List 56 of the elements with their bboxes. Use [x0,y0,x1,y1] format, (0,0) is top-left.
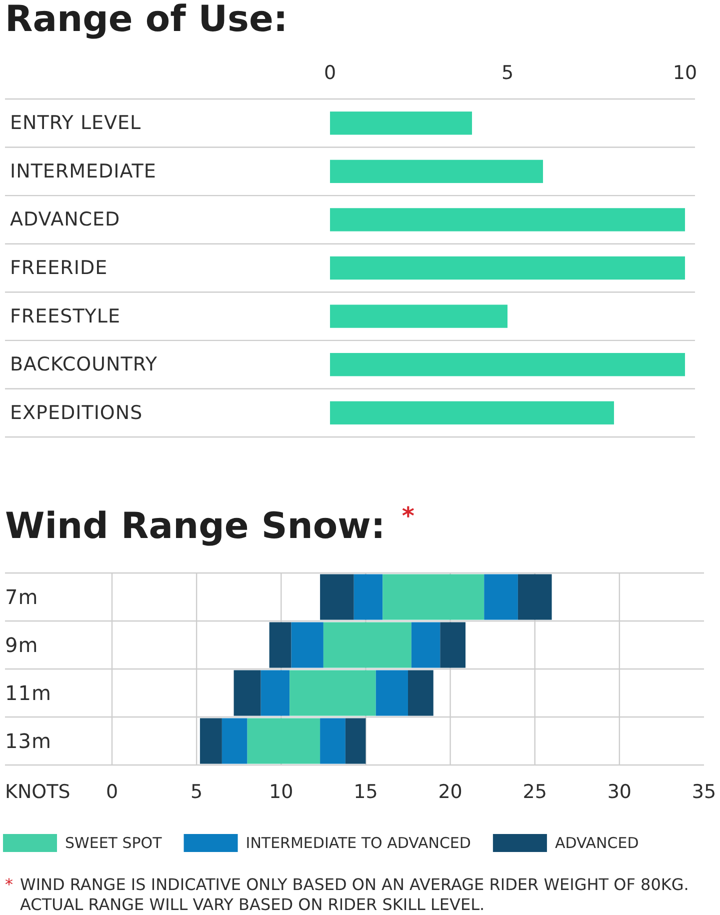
bar [408,670,434,716]
x2-tick-label: 0 [324,62,336,84]
bar [330,352,685,376]
x-tick-label: 0 [106,781,118,803]
bar [376,670,408,716]
legend-label: SWEET SPOT [65,834,163,852]
bar [330,304,508,328]
bar [440,622,466,668]
bar [345,718,366,764]
bar [247,718,320,764]
bar [291,622,324,668]
x-tick-label: 30 [607,781,632,803]
x-tick-label: 20 [438,781,462,803]
bar [320,718,346,764]
x2-tick-label: 10 [672,62,698,84]
bar [411,622,440,668]
x-tick-label: 35 [692,781,716,803]
bar [330,208,685,232]
x-tick-label: 25 [522,781,547,803]
bar [269,622,292,668]
bar [234,670,261,716]
y-tick-label: BACKCOUNTRY [10,354,158,376]
text: * WIND RANGE IS INDICATIVE ONLY BASED ON AN AVERAGE RIDER WEIGHT OF 80KG. ACTUAL RANGE WILL VARY BASED ON RIDER SKILL LEVEL. [5,875,689,914]
bar [330,401,614,424]
legend-label: ADVANCED [554,834,639,852]
bar [330,256,685,280]
bar [330,112,472,135]
bar [260,670,290,716]
x-tick-label: 5 [190,781,203,803]
y-tick-label: EXPEDITIONS [10,402,143,424]
bar [222,718,248,764]
y-tick-label: 11m [5,681,52,705]
y-tick-label: FREESTYLE [10,305,121,328]
legend-label: INTERMEDIATE TO ADVANCED [246,834,471,852]
bar [200,718,222,764]
bar [354,574,383,620]
y-tick-label: 9m [5,633,38,657]
y-tick-label: 13m [5,729,52,753]
chart-title: Wind Range Snow: $^{*}$ [5,502,415,547]
bar [290,670,376,716]
x2-tick-label: 5 [501,62,514,84]
y-tick-label: ENTRY LEVEL [10,112,142,134]
y-tick-label: INTERMEDIATE [10,160,156,182]
bar [330,160,543,184]
bar [320,574,354,620]
y-tick-label: 7m [5,585,38,609]
x-tick-label: 15 [354,781,378,803]
x-tick-label: 10 [269,781,294,803]
x-axis-title: KNOTS [5,781,70,803]
bar [484,574,518,620]
bar [323,622,412,668]
bar [382,574,484,620]
y-tick-label: ADVANCED [10,208,120,231]
y-tick-label: FREERIDE [10,257,108,279]
bar [518,574,552,620]
chart-title: Range of Use: [5,0,288,40]
